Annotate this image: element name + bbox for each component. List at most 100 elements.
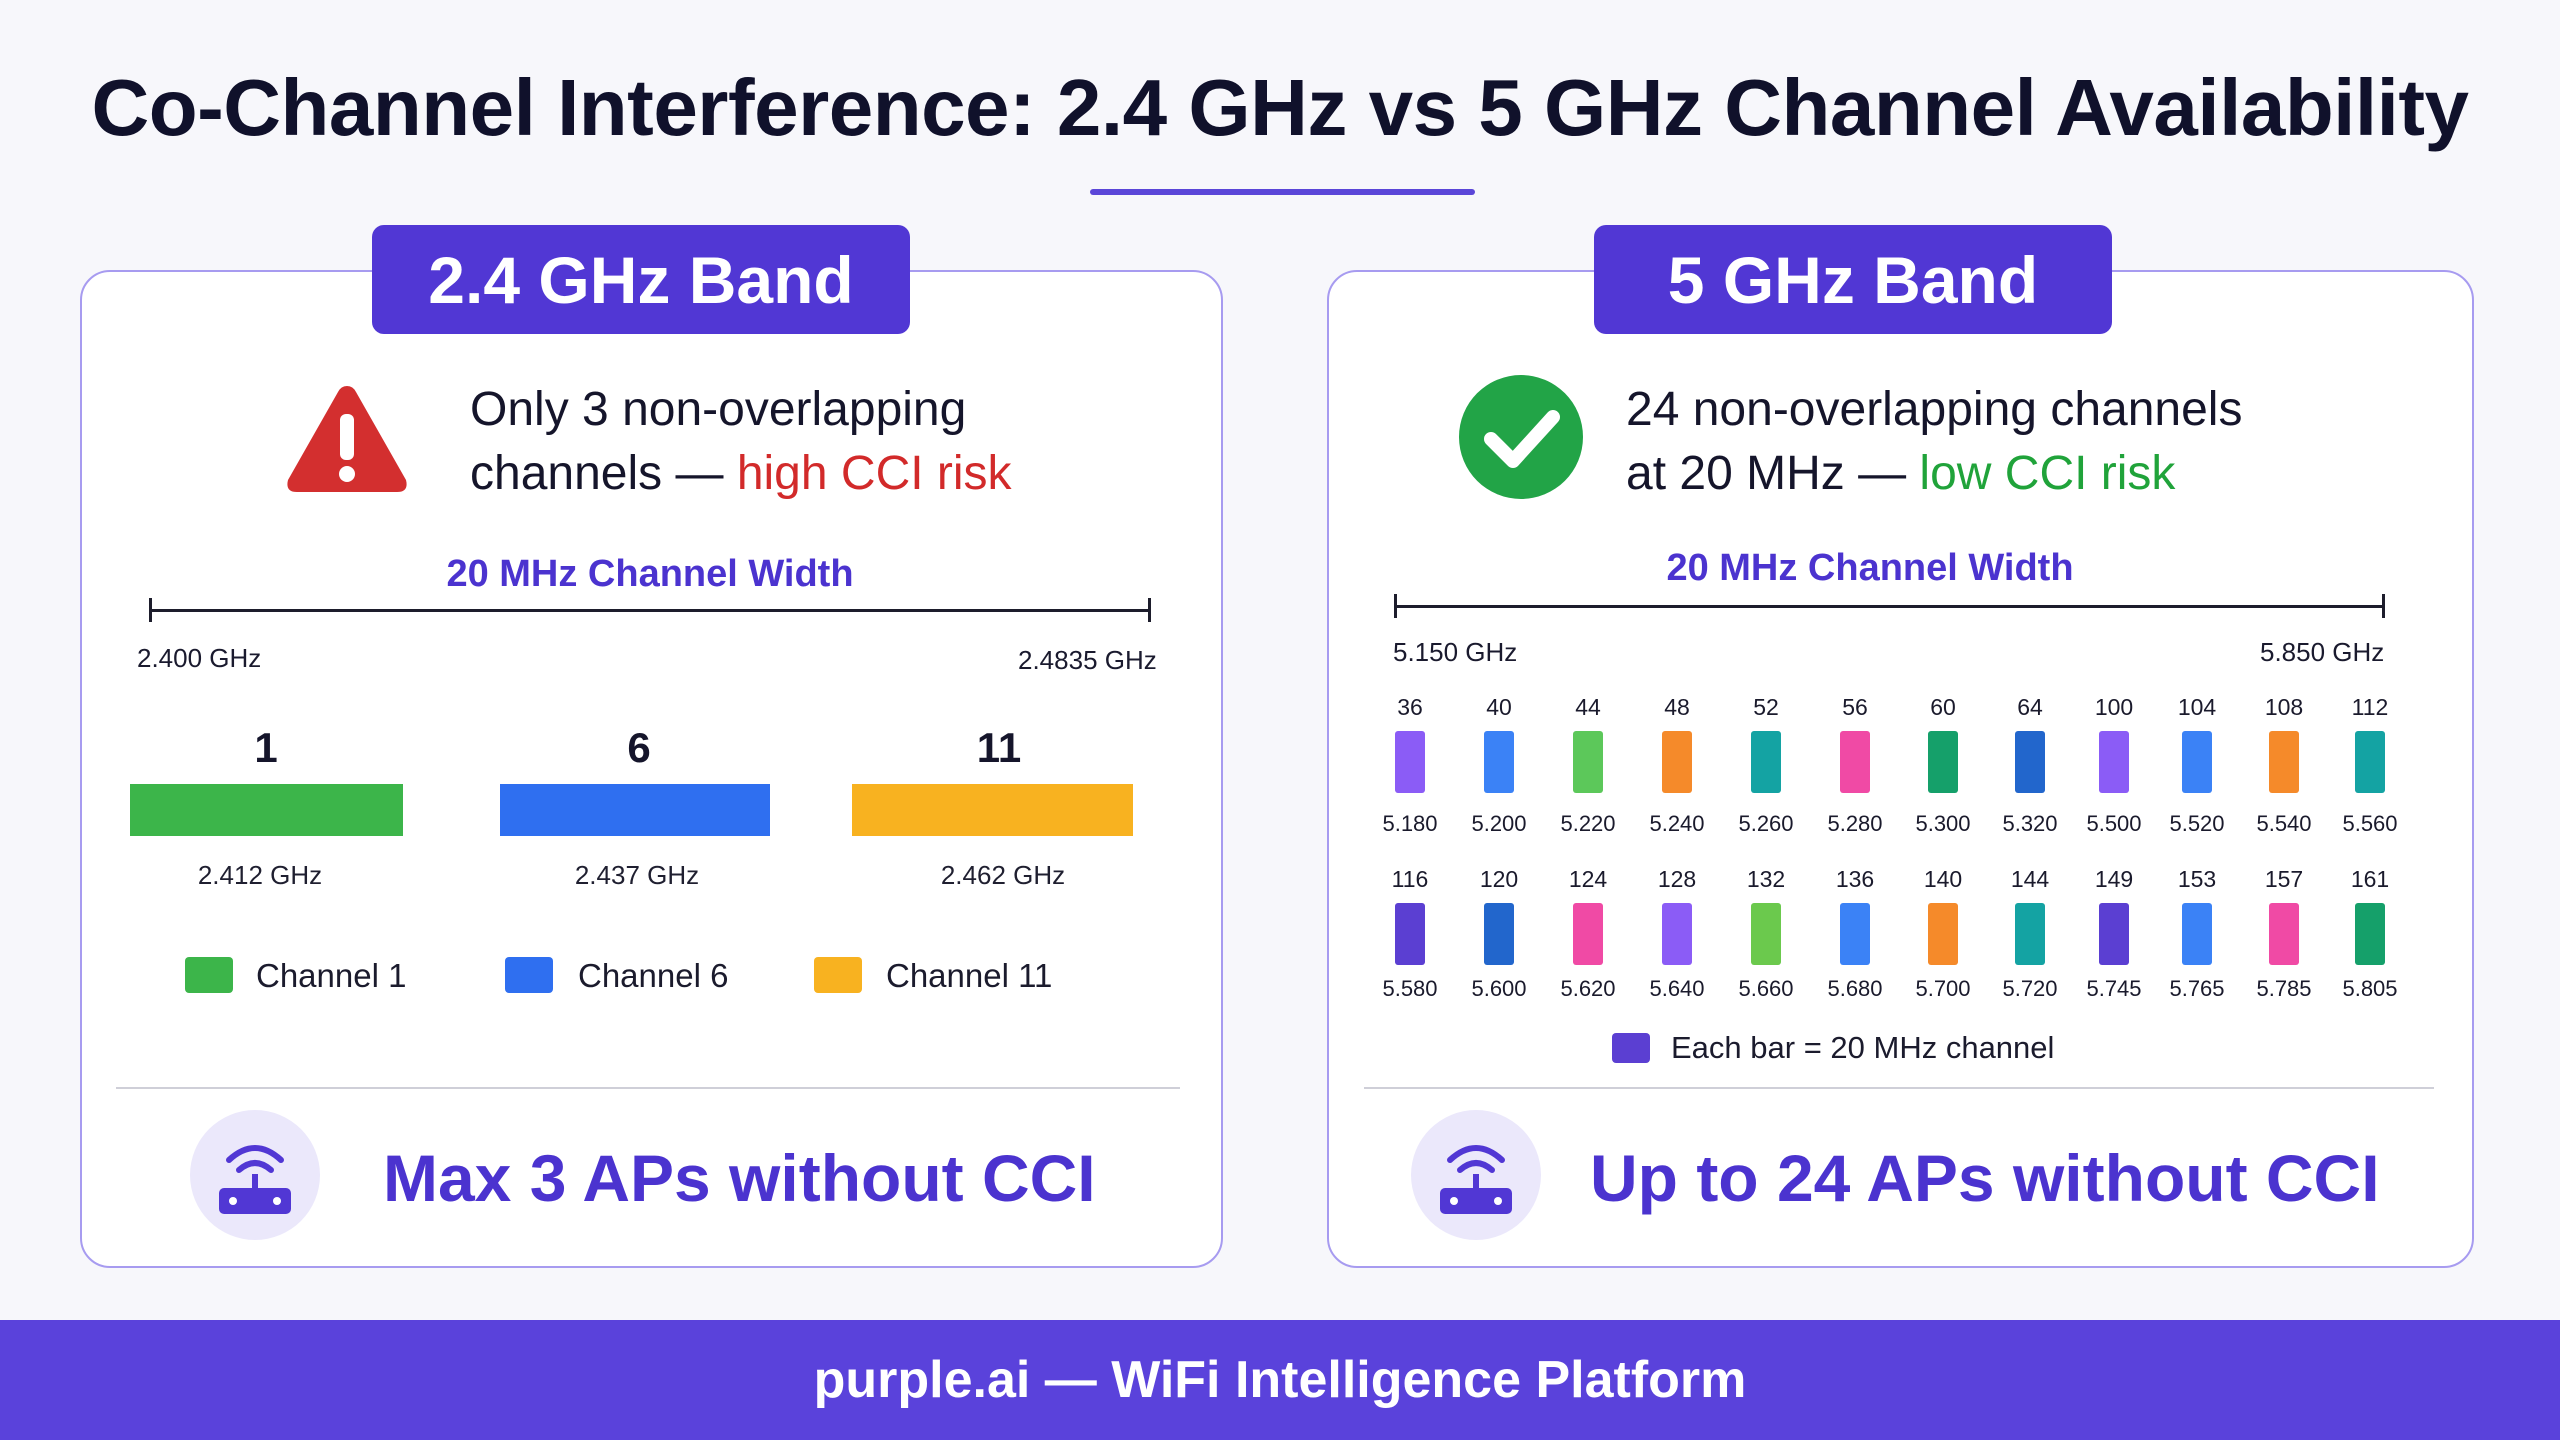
channel-6-number: 6 bbox=[627, 724, 651, 771]
channel-100-freq: 5.500 bbox=[2086, 811, 2142, 836]
legend-label-channel-11: Channel 11 bbox=[886, 957, 1053, 994]
channel-56-number: 56 bbox=[1842, 694, 1868, 720]
channel-60-bar bbox=[1928, 731, 1958, 793]
channel-144-bar bbox=[2015, 903, 2045, 965]
channel-116-bar bbox=[1395, 903, 1425, 965]
channel-144-number: 144 bbox=[2010, 866, 2050, 892]
channel-116-number: 116 bbox=[1391, 866, 1429, 892]
channel-36-freq: 5.180 bbox=[1382, 811, 1438, 836]
channel-6-bar bbox=[500, 784, 770, 836]
max-aps-2-4: Max 3 APs without CCI bbox=[383, 1141, 1096, 1215]
channel-64-number: 64 bbox=[2017, 694, 2043, 720]
channel-6-freq: 2.437 GHz bbox=[574, 860, 700, 890]
channel-104-number: 104 bbox=[2177, 694, 2217, 720]
range-start-2-4: 2.400 GHz bbox=[137, 643, 262, 673]
channel-132-number: 132 bbox=[1746, 866, 1786, 892]
channel-157-freq: 5.785 bbox=[2256, 976, 2312, 1001]
channel-56-freq: 5.280 bbox=[1827, 811, 1883, 836]
footer-banner: purple.ai — WiFi Intelligence Platform bbox=[0, 1320, 2560, 1440]
channel-120-number: 120 bbox=[1479, 866, 1519, 892]
channel-140-number: 140 bbox=[1923, 866, 1963, 892]
channel-136-number: 136 bbox=[1835, 866, 1875, 892]
channel-40-bar bbox=[1484, 731, 1514, 793]
channel-140-bar bbox=[1928, 903, 1958, 965]
channel-144-freq: 5.720 bbox=[2002, 976, 2058, 1001]
channel-149-bar bbox=[2099, 903, 2129, 965]
wifi-router-icon bbox=[1411, 1110, 1541, 1240]
channel-108-bar bbox=[2269, 731, 2299, 793]
channel-112-freq: 5.560 bbox=[2342, 811, 2398, 836]
channel-40-freq: 5.200 bbox=[1471, 811, 1527, 836]
spectrum-tick-end bbox=[1148, 598, 1151, 622]
channel-124-bar bbox=[1573, 903, 1603, 965]
channel-112-bar bbox=[2355, 731, 2385, 793]
channel-124-number: 124 bbox=[1568, 866, 1608, 892]
channel-64-bar bbox=[2015, 731, 2045, 793]
channel-44-bar bbox=[1573, 731, 1603, 793]
divider-5 bbox=[1364, 1087, 2434, 1089]
panel-2-4ghz bbox=[80, 270, 1223, 1268]
channel-153-bar bbox=[2182, 903, 2212, 965]
channel-100-bar bbox=[2099, 731, 2129, 793]
status-line-1: Only 3 non-overlapping bbox=[470, 383, 967, 436]
spectrum-tick-start bbox=[149, 598, 152, 622]
status-line-2-prefix: channels — bbox=[470, 447, 737, 500]
range-end-2-4: 2.4835 GHz bbox=[1018, 645, 1157, 675]
channel-36-bar bbox=[1395, 731, 1425, 793]
channel-116-freq: 5.580 bbox=[1382, 976, 1438, 1001]
channel-136-freq: 5.680 bbox=[1827, 976, 1883, 1001]
channel-132-bar bbox=[1751, 903, 1781, 965]
channel-52-number: 52 bbox=[1753, 694, 1779, 720]
warning-triangle-icon bbox=[283, 380, 411, 503]
status-text-5ghz: 24 non-overlapping channels at 20 MHz — … bbox=[1626, 378, 2242, 506]
channel-153-number: 153 bbox=[2177, 866, 2217, 892]
channel-112-number: 112 bbox=[2351, 694, 2389, 720]
channel-104-bar bbox=[2182, 731, 2212, 793]
channel-1-freq: 2.412 GHz bbox=[197, 860, 323, 890]
spectrum-line-2-4 bbox=[149, 609, 1151, 612]
status-line-2: at 20 MHz — low CCI risk bbox=[1626, 442, 2242, 506]
channel-161-number: 161 bbox=[2350, 866, 2390, 892]
channel-161-bar bbox=[2355, 903, 2385, 965]
channel-120-freq: 5.600 bbox=[1471, 976, 1527, 1001]
status-text-2-4ghz: Only 3 non-overlapping channels — high C… bbox=[470, 378, 1012, 506]
band-label-2-4ghz: 2.4 GHz Band bbox=[372, 225, 910, 334]
channel-60-number: 60 bbox=[1930, 694, 1956, 720]
channel-140-freq: 5.700 bbox=[1915, 976, 1971, 1001]
channel-52-bar bbox=[1751, 731, 1781, 793]
channel-161-freq: 5.805 bbox=[2342, 976, 2398, 1001]
channel-153-freq: 5.765 bbox=[2169, 976, 2225, 1001]
channel-128-bar bbox=[1662, 903, 1692, 965]
channel-width-label-2-4: 20 MHz Channel Width bbox=[446, 553, 854, 595]
title-underline bbox=[1090, 189, 1475, 195]
status-line-2: channels — high CCI risk bbox=[470, 442, 1012, 506]
legend-label-channel-1: Channel 1 bbox=[256, 957, 407, 994]
channel-149-freq: 5.745 bbox=[2086, 976, 2142, 1001]
range-start-5: 5.150 GHz bbox=[1393, 637, 1518, 667]
legend-label-5ghz: Each bar = 20 MHz channel bbox=[1671, 1030, 2055, 1065]
channel-width-label-5: 20 MHz Channel Width bbox=[1666, 547, 2074, 589]
channel-136-bar bbox=[1840, 903, 1870, 965]
legend-swatch-channel-11 bbox=[814, 957, 862, 993]
check-circle-icon bbox=[1457, 373, 1585, 506]
channel-11-bar bbox=[852, 784, 1133, 836]
channel-1-number: 1 bbox=[254, 724, 278, 771]
wifi-router-icon bbox=[190, 1110, 320, 1240]
divider-2-4 bbox=[116, 1087, 1180, 1089]
risk-high-label: high CCI risk bbox=[736, 447, 1012, 500]
channel-100-number: 100 bbox=[2094, 694, 2134, 720]
spectrum-tick-end bbox=[2382, 594, 2385, 618]
channel-157-number: 157 bbox=[2264, 866, 2304, 892]
channel-64-freq: 5.320 bbox=[2002, 811, 2058, 836]
channel-108-freq: 5.540 bbox=[2256, 811, 2312, 836]
channel-149-number: 149 bbox=[2094, 866, 2134, 892]
channel-1-bar bbox=[130, 784, 403, 836]
channel-48-number: 48 bbox=[1664, 694, 1690, 720]
channel-44-freq: 5.220 bbox=[1560, 811, 1616, 836]
channel-40-number: 40 bbox=[1486, 694, 1512, 720]
channel-52-freq: 5.260 bbox=[1738, 811, 1794, 836]
channel-11-freq: 2.462 GHz bbox=[940, 860, 1066, 890]
channel-11-number: 11 bbox=[976, 724, 1022, 771]
max-aps-5: Up to 24 APs without CCI bbox=[1590, 1141, 2380, 1215]
channel-157-bar bbox=[2269, 903, 2299, 965]
